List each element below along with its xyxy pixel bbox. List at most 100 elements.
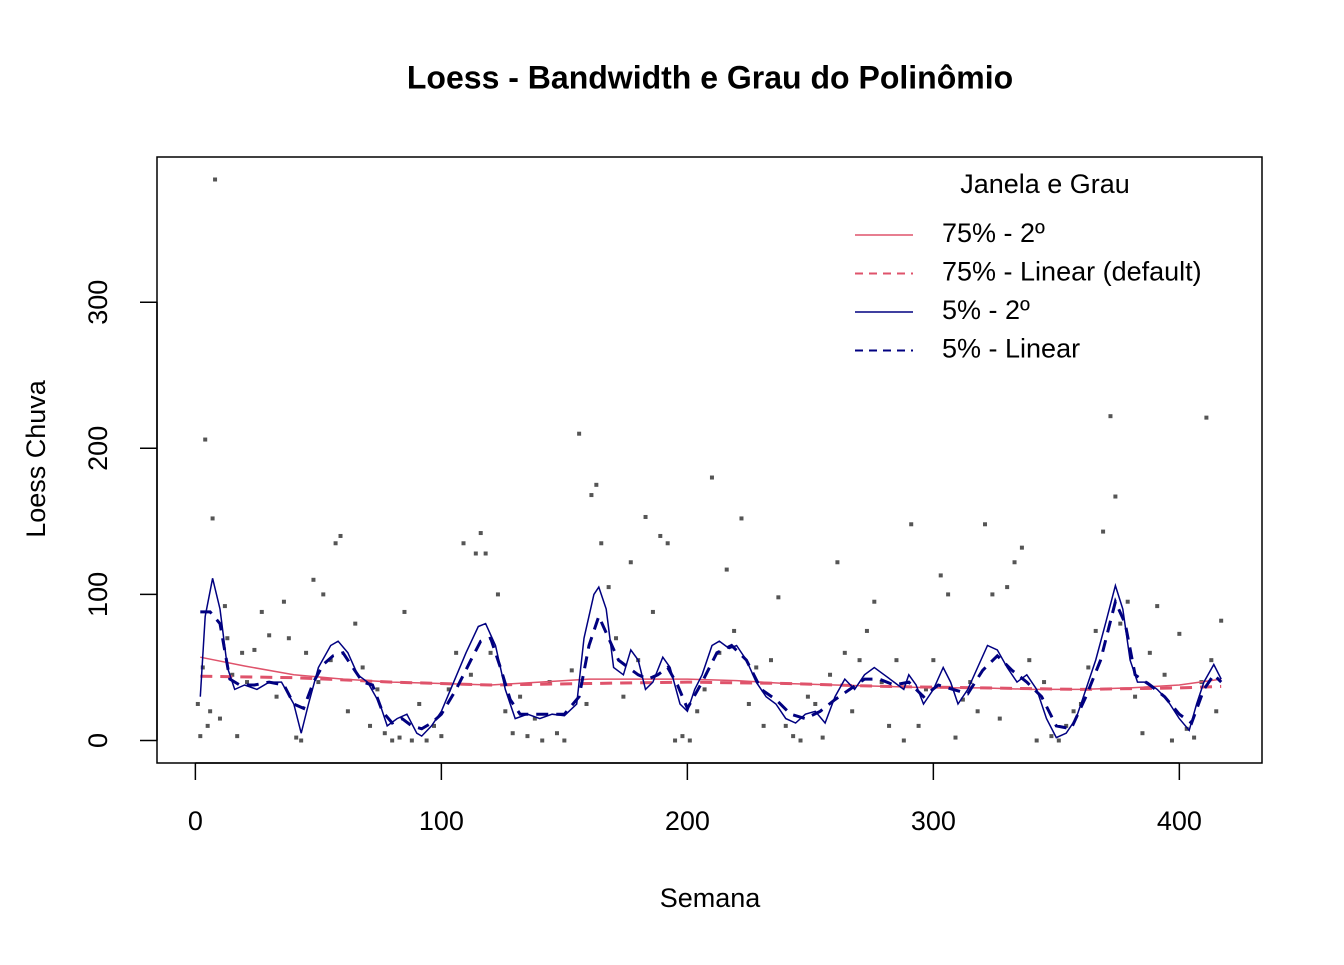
y-tick-label: 300 — [83, 280, 113, 325]
data-point — [1086, 665, 1091, 670]
data-point — [1005, 585, 1010, 590]
data-point — [473, 551, 478, 556]
data-point — [1034, 738, 1039, 743]
data-point — [328, 658, 333, 663]
data-point — [968, 680, 973, 685]
data-point — [1214, 709, 1219, 714]
data-point — [1162, 672, 1167, 677]
data-point — [673, 738, 678, 743]
data-point — [909, 522, 914, 527]
data-point — [835, 560, 840, 565]
data-point — [975, 709, 980, 714]
data-point — [1027, 658, 1032, 663]
data-point — [1108, 414, 1113, 419]
data-point — [397, 735, 402, 740]
y-axis-label: Loess Chuva — [21, 379, 51, 538]
data-point — [431, 723, 436, 728]
data-point — [213, 177, 218, 182]
data-point — [1101, 529, 1106, 534]
data-point — [281, 599, 286, 604]
data-point — [345, 709, 350, 714]
data-point — [594, 482, 599, 487]
data-point — [225, 636, 230, 641]
data-point — [938, 573, 943, 578]
data-point — [1012, 560, 1017, 565]
data-point — [1118, 621, 1123, 626]
y-tick-label: 0 — [83, 733, 113, 748]
data-point — [360, 665, 365, 670]
data-point — [746, 701, 751, 706]
data-point — [761, 723, 766, 728]
x-tick-label: 400 — [1157, 806, 1202, 836]
data-point — [1192, 735, 1197, 740]
data-point — [321, 592, 326, 597]
data-point — [628, 560, 633, 565]
data-point — [665, 541, 670, 546]
data-point — [483, 551, 488, 556]
data-point — [382, 731, 387, 736]
data-point — [614, 636, 619, 641]
data-point — [235, 734, 240, 739]
data-point — [1019, 545, 1024, 550]
data-point — [353, 621, 358, 626]
data-point — [1140, 731, 1145, 736]
data-point — [791, 734, 796, 739]
data-point — [842, 650, 847, 655]
data-point — [599, 541, 604, 546]
data-point — [409, 738, 414, 743]
data-point — [589, 493, 594, 498]
data-point — [495, 592, 500, 597]
data-point — [205, 723, 210, 728]
data-point — [1071, 709, 1076, 714]
chart-title: Loess - Bandwidth e Grau do Polinômio — [407, 59, 1013, 95]
data-point — [754, 665, 759, 670]
data-point — [1169, 738, 1174, 743]
data-point — [390, 738, 395, 743]
data-point — [584, 701, 589, 706]
data-point — [768, 658, 773, 663]
data-point — [1133, 694, 1138, 699]
data-point — [468, 672, 473, 677]
data-point — [203, 437, 208, 442]
data-point — [478, 531, 483, 536]
data-point — [931, 658, 936, 663]
data-point — [798, 738, 803, 743]
x-tick-label: 100 — [419, 806, 464, 836]
data-point — [259, 609, 264, 614]
data-point — [294, 735, 299, 740]
data-point — [554, 731, 559, 736]
data-point — [894, 658, 899, 663]
data-point — [304, 650, 309, 655]
data-point — [245, 680, 250, 685]
data-point — [658, 533, 663, 538]
data-point — [503, 709, 508, 714]
data-point — [252, 647, 257, 652]
data-point — [439, 734, 444, 739]
data-point — [960, 697, 965, 702]
x-tick-label: 200 — [665, 806, 710, 836]
legend-title: Janela e Grau — [960, 169, 1130, 199]
data-point — [850, 709, 855, 714]
data-point — [709, 475, 714, 480]
data-point — [1155, 604, 1160, 609]
data-point — [569, 668, 574, 673]
data-point — [1113, 494, 1118, 499]
data-point — [872, 599, 877, 604]
data-point — [1147, 650, 1152, 655]
data-point — [532, 716, 537, 721]
data-point — [643, 514, 648, 519]
data-point — [333, 541, 338, 546]
data-point — [195, 701, 200, 706]
data-point — [311, 577, 316, 582]
y-tick-label: 200 — [83, 426, 113, 471]
data-point — [695, 709, 700, 714]
x-tick-label: 0 — [188, 806, 203, 836]
data-point — [946, 592, 951, 597]
data-point — [739, 516, 744, 521]
data-point — [864, 628, 869, 633]
legend-label: 75% - 2º — [942, 218, 1045, 248]
data-point — [286, 636, 291, 641]
data-point — [222, 604, 227, 609]
